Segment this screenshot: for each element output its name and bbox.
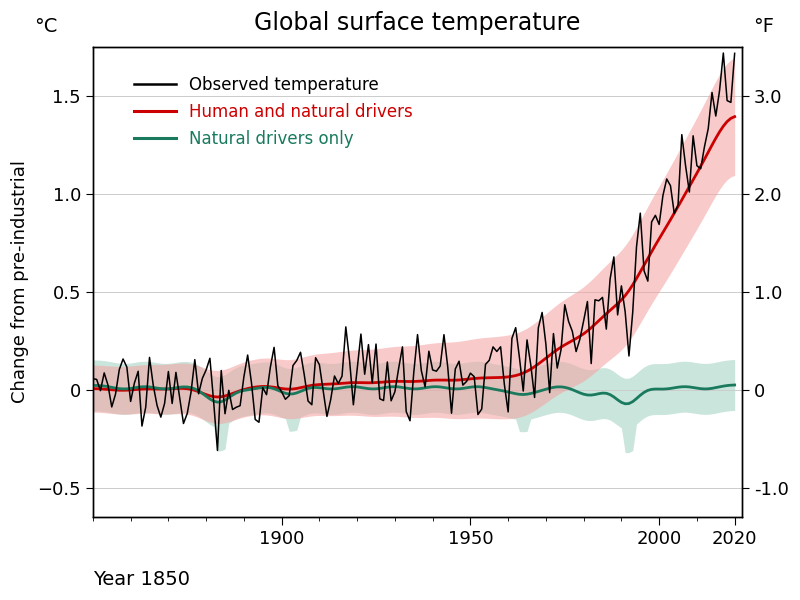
Title: Global surface temperature: Global surface temperature — [254, 11, 581, 35]
Text: °C: °C — [34, 17, 58, 35]
Text: Year 1850: Year 1850 — [93, 570, 190, 589]
Y-axis label: Change from pre-industrial: Change from pre-industrial — [11, 160, 29, 403]
Legend: Observed temperature, Human and natural drivers, Natural drivers only: Observed temperature, Human and natural … — [127, 69, 419, 155]
Text: °F: °F — [754, 17, 774, 35]
